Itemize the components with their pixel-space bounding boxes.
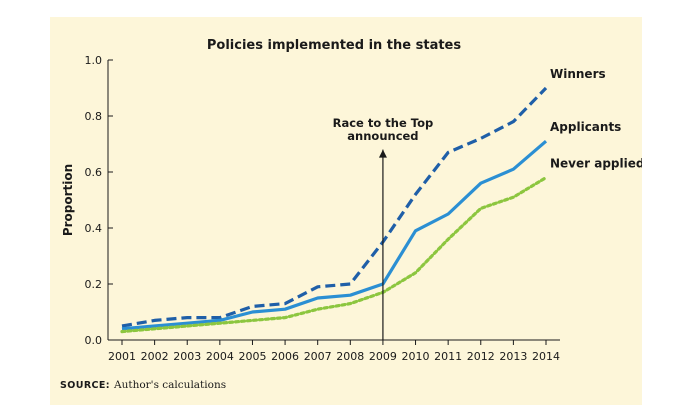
x-tick-label: 2010 — [402, 350, 430, 363]
chart-title: Policies implemented in the states — [207, 38, 461, 53]
x-tick-label: 2002 — [141, 350, 169, 363]
annotation-text: announced — [347, 129, 418, 143]
source-text: Author's calculations — [114, 379, 227, 391]
source-note: SOURCE: Author's calculations — [60, 379, 226, 391]
line-chart: Policies implemented in the states 0.0 0.2… — [61, 38, 642, 363]
series-label-winners: Winners — [550, 67, 606, 81]
x-tick-label: 2001 — [108, 350, 136, 363]
series-line-never-applied — [120, 176, 548, 334]
x-tick-label: 2014 — [532, 350, 560, 363]
y-tick-label: 0.8 — [85, 110, 103, 123]
series-line-winners — [121, 86, 548, 328]
series-line-applicants — [121, 139, 548, 331]
x-tick-label: 2009 — [369, 350, 397, 363]
y-tick-label: 0.2 — [85, 278, 103, 291]
x-tick-label: 2012 — [467, 350, 495, 363]
y-tick-label: 0.6 — [85, 166, 103, 179]
x-tick-label: 2008 — [336, 350, 364, 363]
y-tick-label: 0.4 — [85, 222, 103, 235]
source-label: SOURCE: — [60, 380, 111, 391]
annotation-text: Race to the Top — [333, 116, 434, 130]
x-tick-label: 2011 — [434, 350, 462, 363]
x-tick-label: 2013 — [499, 350, 527, 363]
y-tick-label: 1.0 — [85, 54, 103, 67]
x-tick-label: 2006 — [271, 350, 299, 363]
series-label-applicants: Applicants — [550, 120, 621, 134]
y-axis-label: Proportion — [61, 164, 75, 236]
x-tick-label: 2007 — [304, 350, 332, 363]
x-tick-label: 2003 — [173, 350, 201, 363]
x-tick-label: 2005 — [238, 350, 266, 363]
y-tick-label: 0.0 — [85, 334, 103, 347]
series-label-never-applied: Never applied — [550, 157, 642, 171]
annotation-arrow-head — [378, 149, 387, 158]
chart-figure: Policies implemented in the states 0.0 0.2… — [50, 17, 642, 405]
x-tick-label: 2004 — [206, 350, 234, 363]
